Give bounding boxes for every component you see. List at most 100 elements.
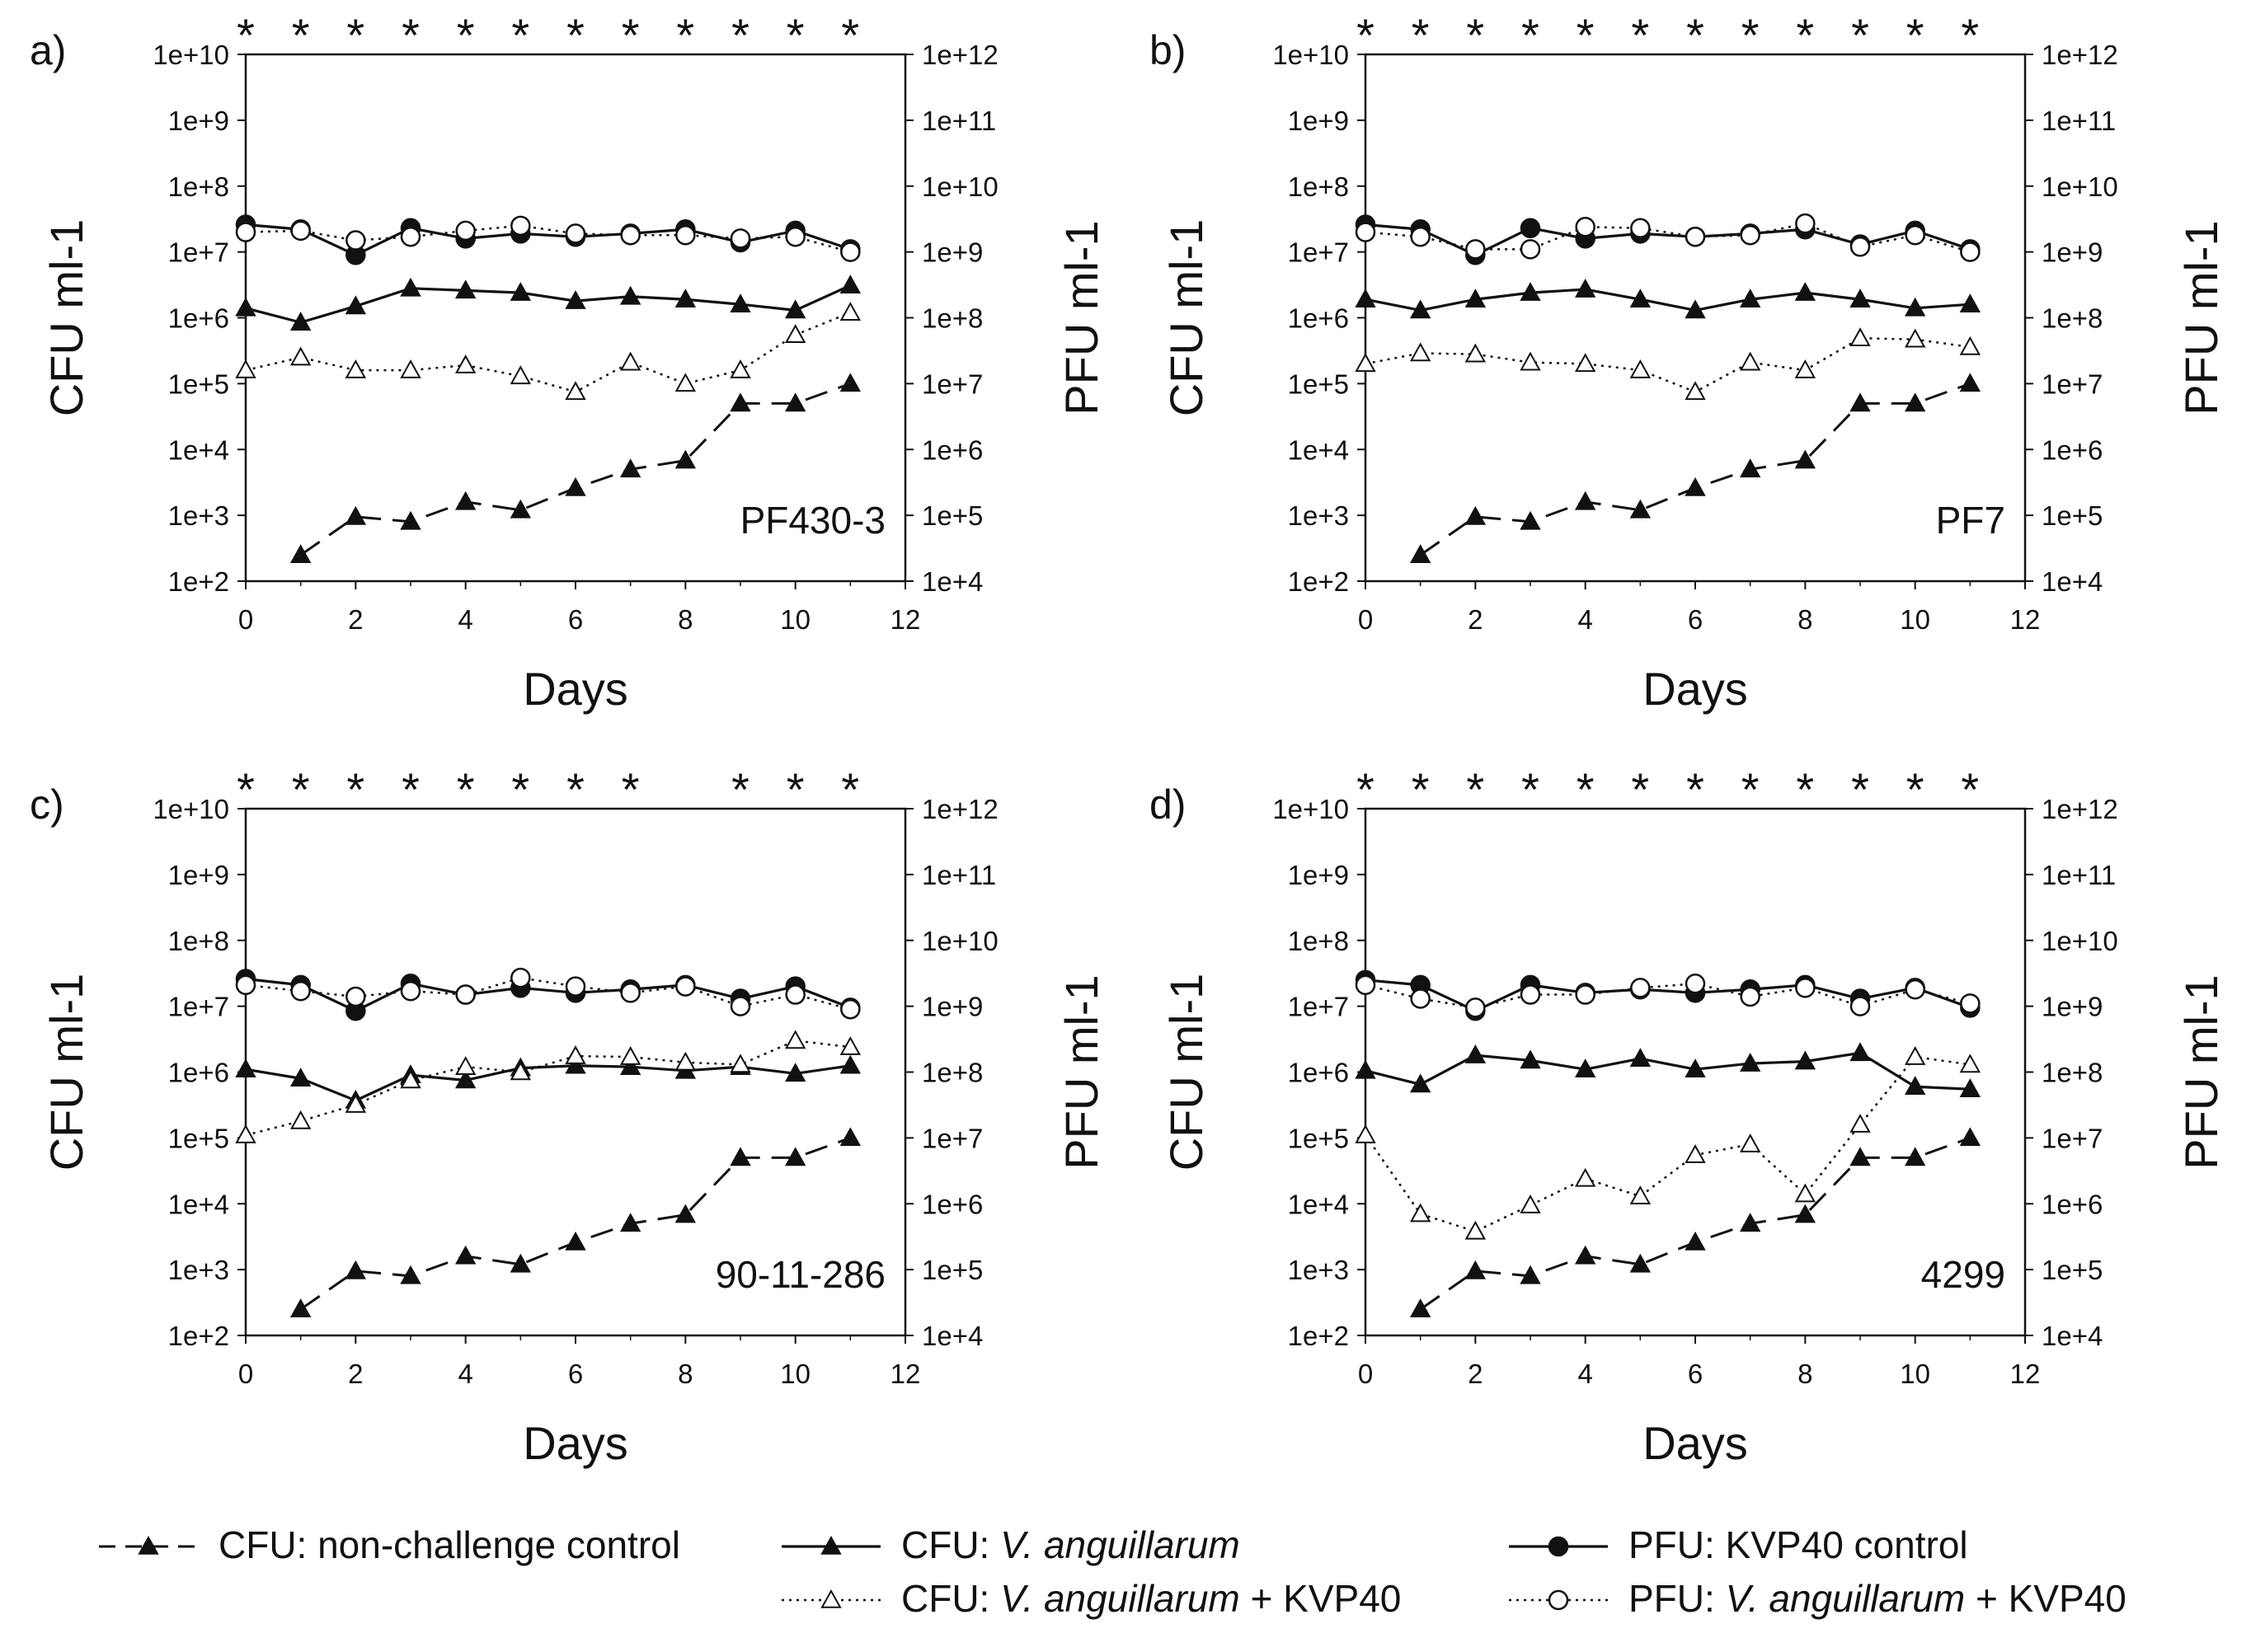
y-right-axis-title: PFU ml-1	[1055, 974, 1107, 1169]
data-point	[674, 289, 697, 308]
strain-label: 4299	[1921, 1253, 2005, 1296]
legend-marker	[138, 1535, 159, 1555]
series-va_kvp	[1355, 1046, 1981, 1240]
data-point	[1355, 353, 1376, 373]
y-right-tick-label: 1e+9	[922, 992, 983, 1022]
data-point	[1410, 988, 1431, 1009]
data-point	[454, 490, 477, 510]
data-point	[289, 1068, 312, 1087]
data-point	[839, 1054, 862, 1074]
significance-star: *	[1412, 9, 1430, 61]
x-tick-label: 12	[891, 1359, 921, 1389]
data-point	[1520, 218, 1541, 238]
data-point	[1685, 226, 1706, 247]
y-right-tick-label: 1e+12	[922, 40, 999, 70]
x-axis-title: Days	[523, 1417, 628, 1469]
data-point	[565, 1045, 586, 1064]
data-point	[619, 285, 641, 305]
y-right-tick-label: 1e+6	[2042, 1189, 2103, 1219]
data-point	[619, 1213, 641, 1232]
data-point	[620, 224, 641, 246]
y-left-tick-label: 1e+8	[168, 926, 229, 956]
significance-star: *	[457, 763, 475, 815]
series-ctrl	[1409, 1127, 1981, 1318]
significance-star: *	[1631, 763, 1649, 815]
data-point	[619, 1046, 641, 1065]
series-kvp	[1355, 969, 1981, 1021]
data-point	[784, 1147, 806, 1166]
data-point	[400, 1265, 421, 1284]
legend-item-ctrl: CFU: non-challenge control	[99, 1523, 680, 1566]
y-left-tick-label: 1e+6	[1288, 303, 1349, 334]
y-left-tick-label: 1e+10	[153, 794, 229, 824]
data-point	[1520, 1265, 1541, 1284]
data-point	[510, 282, 532, 301]
legend-label-prefix: CFU:	[901, 1523, 1000, 1566]
data-point	[1960, 993, 1981, 1014]
y-right-tick-label: 1e+10	[2042, 171, 2118, 202]
data-point	[1849, 996, 1871, 1016]
data-point	[345, 986, 366, 1007]
data-point	[1355, 1059, 1376, 1079]
legend-label-italic: V. anguillarum	[1000, 1523, 1240, 1566]
significance-star: *	[292, 763, 310, 815]
data-point	[1355, 974, 1376, 996]
significance-star: *	[841, 763, 859, 815]
x-axis-title: Days	[523, 663, 628, 715]
data-point	[1464, 1260, 1487, 1279]
legend-label-suffix: + KVP40	[1965, 1577, 2126, 1620]
x-tick-label: 6	[1688, 1359, 1703, 1389]
data-point	[839, 302, 862, 321]
data-point	[1574, 278, 1596, 298]
data-point	[1574, 1245, 1596, 1265]
legend-label-italic: V. anguillarum	[1000, 1577, 1240, 1620]
series-kvp	[235, 969, 861, 1021]
y-right-tick-label: 1e+4	[2042, 566, 2103, 597]
data-point	[345, 230, 366, 251]
data-point	[840, 242, 861, 262]
y-right-tick-label: 1e+5	[922, 1255, 983, 1285]
y-right-tick-label: 1e+8	[922, 1058, 983, 1088]
data-point	[1739, 458, 1761, 478]
y-left-tick-label: 1e+8	[168, 171, 229, 202]
data-point	[1905, 224, 1925, 246]
y-left-tick-label: 1e+7	[1288, 992, 1349, 1022]
series-ctrl	[289, 373, 862, 564]
x-tick-label: 0	[1358, 1359, 1373, 1389]
data-point	[674, 1204, 697, 1223]
y-left-axis-title: CFU ml-1	[1160, 974, 1212, 1171]
data-point	[1849, 1042, 1871, 1062]
significance-star: *	[1521, 9, 1539, 61]
legend-label-prefix: CFU: non-challenge control	[219, 1523, 680, 1566]
series-pfu_va_kvp	[235, 215, 861, 262]
strain-label: PF430-3	[740, 499, 886, 542]
data-point	[290, 980, 311, 1002]
data-point	[784, 324, 806, 344]
chart-panel-3: 0 2 4 6 8 10 12 1e+2 1e+3 1e+4 1e+5 1e+6 1e+7 1e+8 1e+…	[30, 763, 1107, 1469]
series-pfu_va_kvp	[1355, 974, 1981, 1018]
significance-star: *	[511, 9, 529, 61]
significance-star: *	[676, 9, 694, 61]
x-tick-label: 10	[780, 1359, 811, 1389]
significance-star: *	[1466, 763, 1484, 815]
x-tick-label: 12	[2010, 604, 2041, 635]
series-line	[1364, 1055, 1971, 1233]
significance-star: *	[457, 9, 475, 61]
data-point	[289, 1110, 312, 1129]
data-point	[1520, 1049, 1541, 1069]
series-va_kvp	[1355, 327, 1981, 401]
data-point	[1465, 239, 1486, 260]
data-point	[1574, 490, 1596, 510]
series-pfu_va_kvp	[1355, 213, 1981, 262]
y-left-tick-label: 1e+6	[168, 303, 229, 334]
significance-star: *	[1796, 9, 1814, 61]
data-point	[1629, 359, 1652, 378]
data-point	[510, 1061, 532, 1081]
data-point	[1575, 984, 1595, 1005]
data-point	[565, 223, 586, 244]
y-left-tick-label: 1e+9	[1288, 106, 1349, 136]
y-right-tick-label: 1e+5	[2042, 1255, 2103, 1285]
series-va	[235, 275, 862, 331]
data-point	[1465, 997, 1486, 1018]
data-point	[1629, 1253, 1652, 1273]
